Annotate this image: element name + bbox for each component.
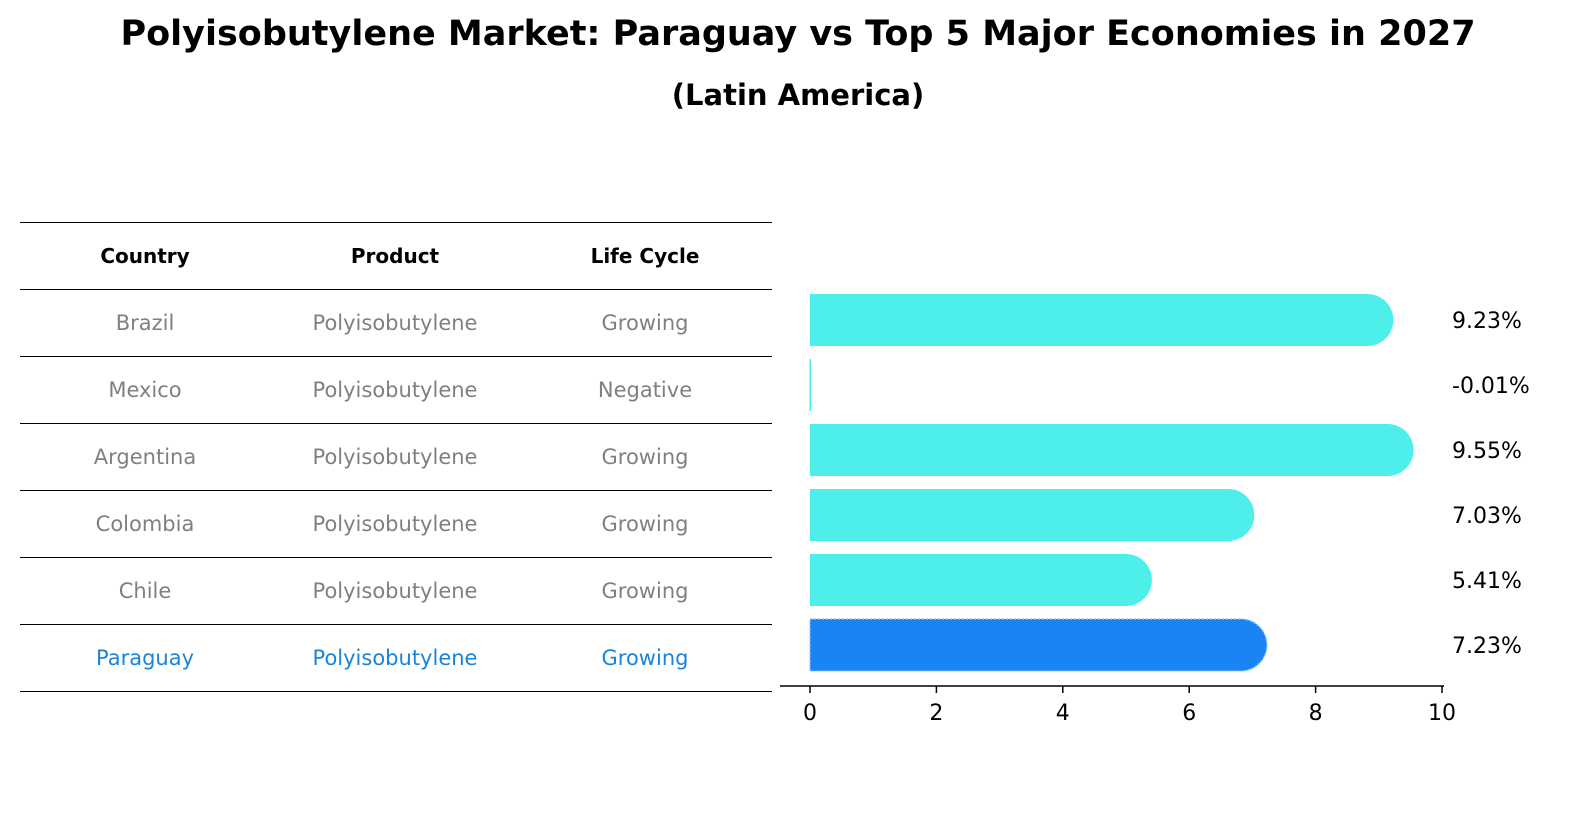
- bar-chile: [810, 554, 1152, 606]
- table-row-highlighted: Paraguay Polyisobutylene Growing: [20, 625, 772, 692]
- x-tick-label-6: 6: [1182, 701, 1196, 726]
- bar-chart: 9.23% -0.01% 9.55% 7.03% 5.41% 7.23% 0 2 4 6 8 10: [780, 294, 1530, 726]
- cell-country: Chile: [118, 579, 172, 603]
- table-header-row: Country Product Life Cycle: [20, 222, 772, 290]
- cell-life-cycle: Growing: [601, 579, 689, 603]
- data-table: Country Product Life Cycle Brazil Polyis…: [20, 222, 772, 692]
- bar-paraguay: [809, 618, 1268, 672]
- table-row: Argentina Polyisobutylene Growing: [20, 424, 772, 491]
- value-label-brazil: 9.23%: [1452, 309, 1522, 334]
- x-tick-label-4: 4: [1056, 701, 1070, 726]
- table-row: Mexico Polyisobutylene Negative: [20, 357, 772, 424]
- cell-country: Argentina: [93, 445, 197, 469]
- cell-life-cycle: Growing: [601, 512, 689, 536]
- bar-brazil: [810, 294, 1394, 346]
- value-label-chile: 5.41%: [1452, 569, 1522, 594]
- cell-life-cycle: Growing: [601, 646, 689, 670]
- cell-country: Brazil: [115, 311, 175, 335]
- value-label-argentina: 9.55%: [1452, 439, 1522, 464]
- cell-country: Mexico: [108, 378, 182, 402]
- cell-life-cycle: Growing: [601, 445, 689, 469]
- cell-life-cycle: Negative: [597, 378, 693, 402]
- x-tick-label-0: 0: [803, 701, 817, 726]
- chart-subtitle: (Latin America): [671, 78, 925, 112]
- bar-colombia: [810, 489, 1255, 541]
- value-label-colombia: 7.03%: [1452, 504, 1522, 529]
- x-tick-label-8: 8: [1309, 701, 1323, 726]
- bar-mexico: [809, 359, 811, 411]
- value-label-mexico: -0.01%: [1452, 374, 1530, 399]
- header-country: Country: [100, 244, 190, 268]
- bar-argentina: [810, 424, 1414, 476]
- header-product: Product: [350, 244, 440, 268]
- x-tick-label-10: 10: [1428, 701, 1456, 726]
- chart-title: Polyisobutylene Market: Paraguay vs Top …: [120, 14, 1476, 54]
- cell-product: Polyisobutylene: [312, 579, 478, 603]
- cell-product: Polyisobutylene: [312, 512, 478, 536]
- cell-country: Colombia: [95, 512, 195, 536]
- cell-life-cycle: Growing: [601, 311, 689, 335]
- x-tick-label-2: 2: [929, 701, 943, 726]
- cell-product: Polyisobutylene: [312, 646, 478, 670]
- header-life-cycle: Life Cycle: [590, 244, 700, 268]
- cell-country: Paraguay: [95, 646, 195, 670]
- cell-product: Polyisobutylene: [312, 311, 478, 335]
- table-row: Colombia Polyisobutylene Growing: [20, 491, 772, 558]
- table-row: Brazil Polyisobutylene Growing: [20, 290, 772, 357]
- value-label-paraguay: 7.23%: [1452, 634, 1522, 659]
- cell-product: Polyisobutylene: [312, 378, 478, 402]
- table-row: Chile Polyisobutylene Growing: [20, 558, 772, 625]
- cell-product: Polyisobutylene: [312, 445, 478, 469]
